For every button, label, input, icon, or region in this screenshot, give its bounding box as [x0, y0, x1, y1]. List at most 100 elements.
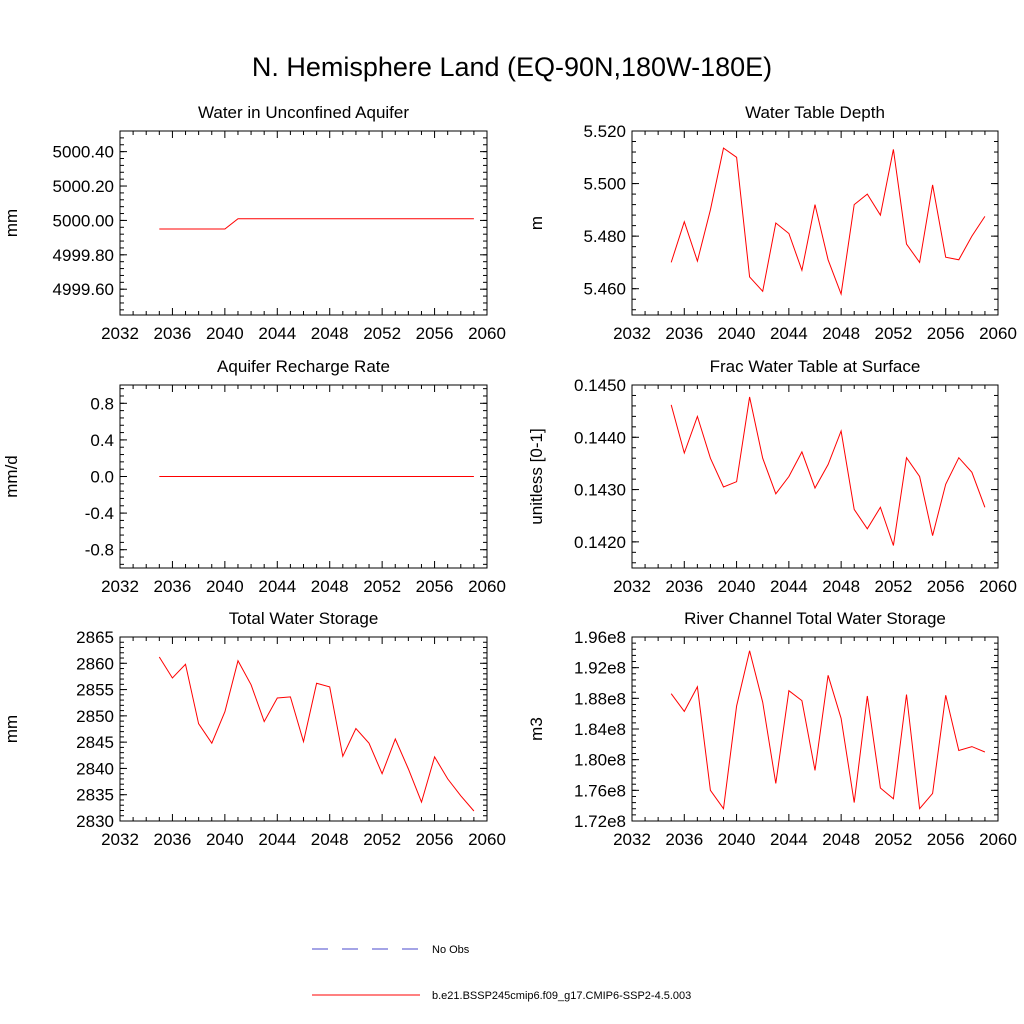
x-tick-label: 2060 [468, 324, 506, 343]
y-tick-label: 2845 [76, 733, 114, 752]
series-line [670, 396, 986, 546]
x-tick-label: 2060 [979, 324, 1017, 343]
x-tick-label: 2048 [822, 324, 860, 343]
x-tick-label: 2048 [822, 830, 860, 849]
series-line [670, 147, 986, 296]
y-axis-label: m [527, 216, 546, 230]
y-tick-label: 1.76e8 [574, 781, 626, 800]
y-tick-label: 1.80e8 [574, 751, 626, 770]
y-tick-label: 5000.40 [53, 143, 114, 162]
series-line [670, 650, 986, 811]
x-tick-label: 2040 [206, 324, 244, 343]
y-tick-label: 1.72e8 [574, 812, 626, 831]
chart-title: Water Table Depth [745, 103, 885, 122]
x-tick-label: 2032 [101, 830, 139, 849]
x-tick-label: 2048 [311, 577, 349, 596]
x-tick-label: 2060 [979, 577, 1017, 596]
x-tick-label: 2040 [718, 577, 756, 596]
y-tick-label: 0.1440 [574, 428, 626, 447]
y-axis-label: mm/d [2, 455, 21, 498]
y-tick-label: 5000.00 [53, 211, 114, 230]
x-tick-label: 2056 [416, 830, 454, 849]
series-line [159, 218, 474, 230]
x-tick-label: 2032 [613, 830, 651, 849]
chart-title: River Channel Total Water Storage [684, 609, 946, 628]
y-tick-label: 5.460 [583, 280, 626, 299]
plot-frame [119, 130, 488, 316]
chart-panel-4: Frac Water Table at Surface 2032 2036 2040 2… [527, 357, 1017, 596]
chart-title: Water in Unconfined Aquifer [198, 103, 409, 122]
y-tick-label: 0.1430 [574, 481, 626, 500]
x-tick-label: 2052 [875, 324, 913, 343]
y-tick-label: 0.4 [90, 431, 114, 450]
x-tick-label: 2036 [665, 324, 703, 343]
y-tick-label: 1.84e8 [574, 720, 626, 739]
y-axis-label: unitless [0-1] [527, 428, 546, 524]
x-tick-label: 2052 [875, 577, 913, 596]
y-tick-label: 5.520 [583, 122, 626, 141]
x-tick-label: 2044 [258, 577, 296, 596]
y-tick-label: 0.8 [90, 394, 114, 413]
x-tick-label: 2044 [258, 830, 296, 849]
y-tick-label: 0.1420 [574, 533, 626, 552]
x-tick-label: 2048 [311, 830, 349, 849]
chart-panel-1: Water in Unconfined Aquifer 2032 2036 2040 2… [2, 103, 506, 343]
y-tick-label: 2865 [76, 628, 114, 647]
x-tick-label: 2056 [927, 577, 965, 596]
y-tick-label: 2830 [76, 812, 114, 831]
y-tick-label: 2850 [76, 707, 114, 726]
plot-frame [631, 384, 999, 569]
x-tick-label: 2040 [718, 830, 756, 849]
x-tick-label: 2036 [154, 577, 192, 596]
x-tick-label: 2052 [363, 324, 401, 343]
y-tick-label: -0.4 [85, 504, 114, 523]
chart-panel-5: Total Water Storage 2032 2036 2040 2044 2048 2… [2, 609, 506, 849]
x-tick-label: 2040 [206, 830, 244, 849]
x-tick-label: 2056 [927, 830, 965, 849]
chart-panel-6: River Channel Total Water Storage 2032 203… [527, 609, 1017, 849]
chart-title: Total Water Storage [229, 609, 379, 628]
y-tick-label: 5.500 [583, 175, 626, 194]
x-tick-label: 2036 [665, 577, 703, 596]
y-tick-label: 0.0 [90, 468, 114, 487]
x-tick-label: 2044 [770, 577, 808, 596]
y-axis-label: m3 [527, 717, 546, 741]
plot-frame [119, 636, 488, 822]
y-axis-label: mm [2, 209, 21, 237]
y-tick-label: 5.480 [583, 227, 626, 246]
x-tick-label: 2048 [311, 324, 349, 343]
x-tick-label: 2060 [468, 830, 506, 849]
y-tick-label: 2835 [76, 786, 114, 805]
x-tick-label: 2036 [665, 830, 703, 849]
x-tick-label: 2056 [416, 324, 454, 343]
x-tick-label: 2048 [822, 577, 860, 596]
y-tick-label: 2860 [76, 654, 114, 673]
x-tick-label: 2040 [718, 324, 756, 343]
x-tick-label: 2060 [979, 830, 1017, 849]
x-tick-label: 2060 [468, 577, 506, 596]
y-tick-label: 4999.60 [53, 280, 114, 299]
y-axis-label: mm [2, 715, 21, 743]
y-tick-label: 1.88e8 [574, 689, 626, 708]
y-tick-label: -0.8 [85, 541, 114, 560]
plot-frame [631, 636, 999, 822]
x-tick-label: 2032 [613, 324, 651, 343]
x-tick-label: 2044 [258, 324, 296, 343]
x-tick-label: 2032 [101, 324, 139, 343]
chart-title: Aquifer Recharge Rate [217, 357, 390, 376]
x-tick-label: 2036 [154, 830, 192, 849]
x-tick-label: 2056 [927, 324, 965, 343]
x-tick-label: 2044 [770, 830, 808, 849]
x-tick-label: 2052 [875, 830, 913, 849]
x-tick-label: 2056 [416, 577, 454, 596]
chart-panel-2: Water Table Depth 2032 2036 2040 2044 2048 205… [527, 103, 1017, 343]
chart-title: Frac Water Table at Surface [710, 357, 921, 376]
y-tick-label: 0.1450 [574, 376, 626, 395]
x-tick-label: 2052 [363, 577, 401, 596]
legend: No Obs b.e21.BSSP245cmip6.f09_g17.CMIP6-S… [312, 944, 691, 1002]
y-tick-label: 1.92e8 [574, 659, 626, 678]
chart-panel-3: Aquifer Recharge Rate 2032 2036 2040 2044 204… [2, 357, 506, 596]
y-tick-label: 2855 [76, 681, 114, 700]
x-tick-label: 2040 [206, 577, 244, 596]
plot-frame [631, 130, 999, 316]
